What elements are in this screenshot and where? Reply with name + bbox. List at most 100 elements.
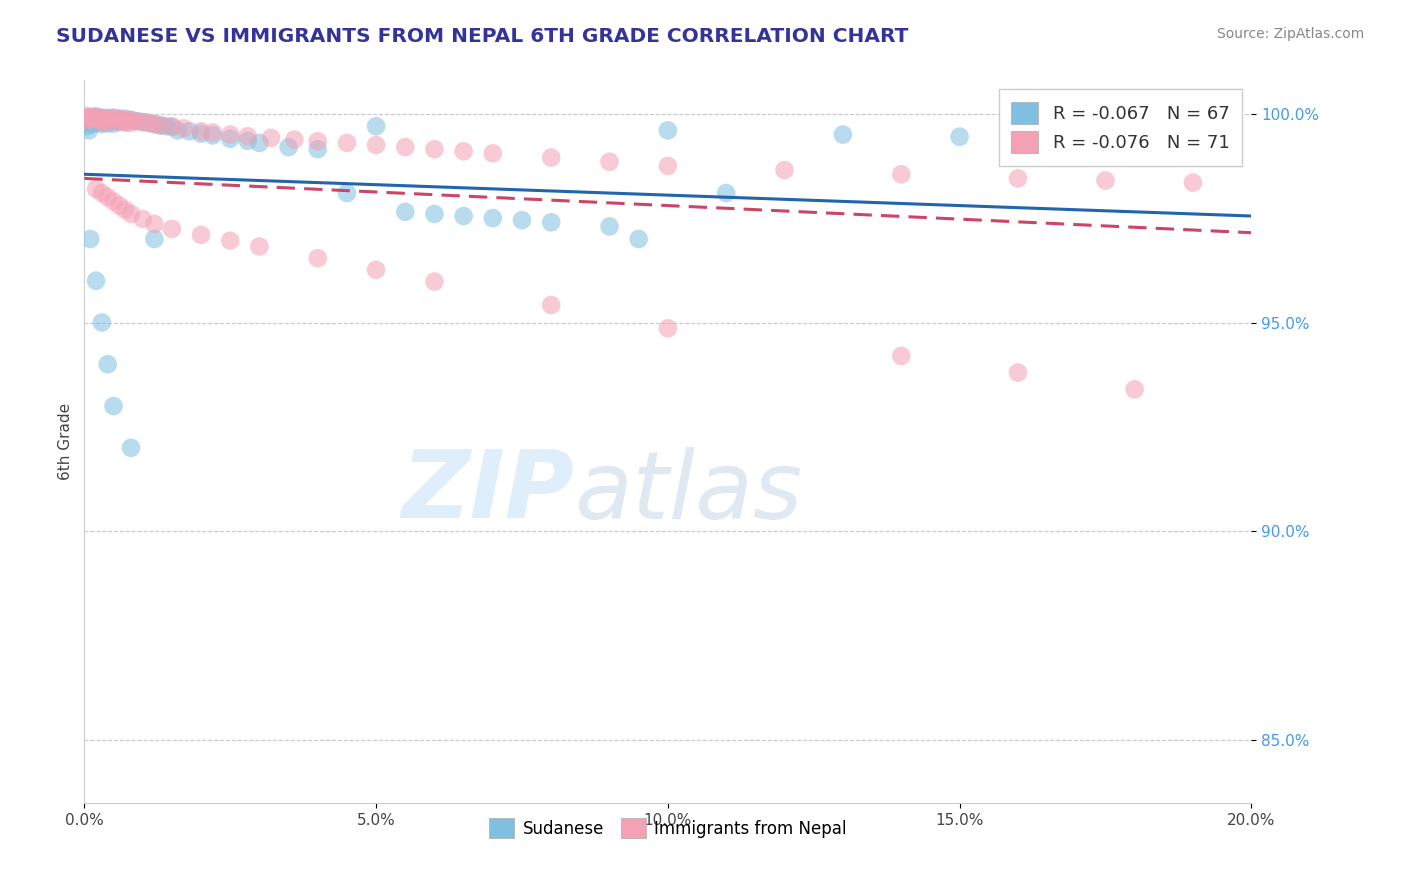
Point (97, 190, 120, 204)
Point (236, 129, 259, 144)
Point (657, 321, 679, 335)
Point (1182, 176, 1205, 190)
Point (1182, 132, 1205, 146)
Point (80, 117, 103, 131)
Point (773, 163, 796, 178)
Point (84, 274, 107, 288)
Point (79, 112, 101, 127)
Point (90, 111, 112, 125)
Point (143, 117, 166, 131)
Point (143, 217, 166, 231)
Point (219, 128, 242, 142)
Point (423, 142, 446, 156)
Point (201, 128, 224, 143)
Point (160, 222, 183, 236)
Point (249, 239, 271, 253)
Point (77, 112, 100, 127)
Point (366, 120, 388, 134)
Point (132, 211, 155, 226)
Point (1123, 382, 1146, 396)
Point (510, 213, 533, 227)
Point (143, 232, 166, 246)
Point (219, 234, 242, 248)
Point (82, 111, 104, 125)
Point (90, 316, 112, 330)
Point (87, 111, 110, 125)
Point (219, 132, 242, 146)
Point (453, 145, 475, 159)
Point (79, 110, 101, 124)
Point (120, 441, 142, 455)
Point (103, 194, 125, 209)
Point (75, 109, 97, 123)
Point (97, 112, 120, 126)
Point (114, 114, 136, 128)
Point (114, 112, 136, 127)
Point (540, 151, 562, 165)
Point (120, 112, 142, 127)
Point (277, 140, 299, 154)
Point (155, 120, 177, 134)
Point (190, 124, 212, 138)
Point (160, 120, 183, 134)
Point (307, 251, 329, 265)
Point (125, 114, 148, 128)
Point (79, 232, 101, 246)
Point (103, 113, 125, 128)
Point (103, 113, 125, 128)
Point (79, 112, 101, 127)
Point (138, 116, 160, 130)
Point (120, 207, 142, 221)
Point (77, 123, 100, 137)
Point (84, 110, 107, 124)
Point (599, 154, 621, 169)
Point (423, 207, 446, 221)
Point (423, 275, 446, 289)
Point (84, 112, 107, 127)
Point (125, 114, 148, 128)
Point (94, 112, 117, 127)
Point (627, 232, 650, 246)
Point (91, 111, 114, 125)
Point (76, 120, 98, 134)
Point (657, 123, 679, 137)
Point (453, 209, 475, 223)
Point (86, 116, 108, 130)
Point (97, 116, 120, 130)
Point (103, 111, 125, 125)
Point (108, 115, 131, 129)
Point (1007, 366, 1029, 380)
Point (97, 357, 120, 371)
Point (97, 111, 120, 125)
Point (394, 140, 416, 154)
Point (75, 115, 97, 129)
Point (77, 111, 100, 125)
Point (394, 204, 416, 219)
Point (108, 112, 131, 126)
Point (84, 112, 107, 127)
Point (160, 120, 183, 134)
Point (540, 298, 562, 312)
Point (90, 113, 112, 128)
Point (166, 123, 188, 137)
Point (236, 134, 259, 148)
Point (260, 131, 283, 145)
Point (716, 186, 738, 200)
Point (97, 114, 120, 128)
Point (190, 127, 212, 141)
Point (657, 159, 679, 173)
Point (90, 114, 112, 128)
Point (82, 110, 104, 124)
Legend: Sudanese, Immigrants from Nepal: Sudanese, Immigrants from Nepal (482, 812, 853, 845)
Point (832, 128, 855, 142)
Point (1094, 173, 1116, 187)
Point (90, 112, 112, 126)
Point (108, 112, 131, 126)
Point (890, 349, 912, 363)
Point (599, 219, 621, 234)
Point (249, 136, 271, 150)
Point (103, 117, 125, 131)
Point (76, 111, 98, 125)
Point (1007, 171, 1029, 186)
Point (114, 202, 136, 217)
